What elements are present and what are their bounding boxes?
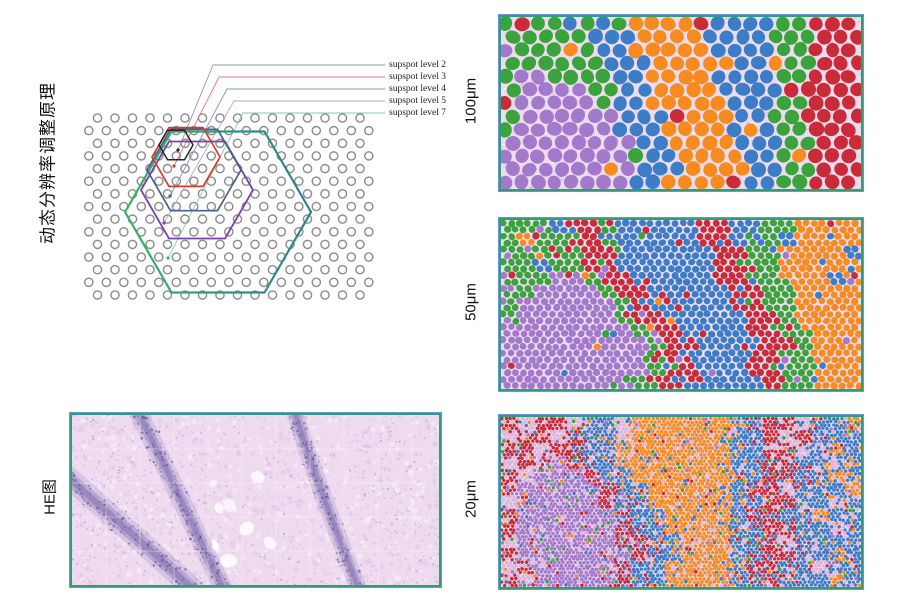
spots-panel-100um (499, 15, 863, 191)
panel-label-50um: 50μm (462, 283, 480, 321)
legend-label-level7: supspot level 7 (389, 108, 446, 118)
panel-label-100um: 100μm (462, 77, 480, 125)
spots-canvas-50um (501, 220, 861, 389)
spots-canvas-20um (501, 417, 861, 587)
supspot-hexagons (123, 126, 313, 294)
he-panel-label: HE图 (41, 479, 59, 515)
leader-lines (162, 64, 385, 260)
legend-label-level2: supspot level 2 (389, 60, 446, 70)
spots-panel-20um (499, 415, 863, 589)
legend-label-level4: supspot level 4 (389, 84, 446, 94)
legend-label-level3: supspot level 3 (389, 72, 446, 82)
legend-label-level5: supspot level 5 (389, 96, 446, 106)
spots-panel-50um (499, 218, 863, 391)
spot-grid (84, 113, 374, 300)
he-image-panel (70, 413, 441, 587)
he-image-canvas (72, 415, 439, 585)
panel-label-20um: 20μm (462, 480, 480, 518)
spots-canvas-100um (501, 17, 861, 189)
supspot-hexagon-diagram (84, 64, 385, 300)
